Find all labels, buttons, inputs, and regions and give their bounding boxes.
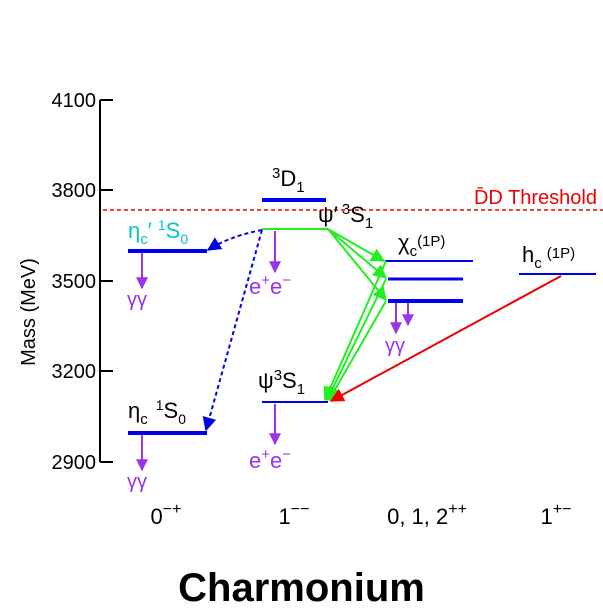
label-eta-c: ηc1S0 [128,397,186,428]
e1-transition [326,278,387,402]
label-d-wave: 3D1 [272,165,305,196]
decay-label-ee: e+e− [249,272,291,299]
column-label: 0, 1, 2++ [387,501,467,529]
dashed-transition [206,229,263,251]
label-eta-c-prime: ηc′ 1S0 [128,217,188,248]
decay-label-ee: e+e− [249,446,291,473]
column-label: 0−+ [151,501,182,529]
column-label: 1−− [279,501,310,529]
label-h-c: hc(1P) [522,242,575,272]
decay-label-gamma: γγ [385,335,405,357]
label-psi-prime: ψ′ 3S1 [318,201,373,232]
tick-label: 3800 [52,180,97,202]
column-label: 1+− [541,501,572,529]
e1-transition [327,228,388,279]
e1-transition [327,228,386,262]
charmonium-diagram: 4100 3800 3500 3200 2900 Mass (MeV) D̄D … [18,90,603,529]
dashed-transition [202,229,263,432]
transitions [202,228,562,432]
threshold-label: D̄D Threshold [474,186,597,209]
label-jpsi: ψ3S1 [258,367,305,398]
e1-transition [328,300,387,402]
tick-label: 3500 [52,271,97,293]
radiative-transition [329,275,562,402]
tick-label: 2900 [52,452,97,474]
e1-transition [323,260,387,402]
decay-label-gamma: γγ [127,289,147,311]
threshold: D̄D Threshold [103,186,603,211]
decay-label-gamma: γγ [127,471,147,493]
page-title: Charmonium [178,566,425,610]
mass-axis: 4100 3800 3500 3200 2900 Mass (MeV) [18,90,113,474]
e1-transition [327,228,387,302]
energy-levels [128,198,596,435]
tick-label: 3200 [52,361,97,383]
axis-label: Mass (MeV) [18,258,40,366]
label-chi-c: χc(1P) [398,230,445,260]
tick-label: 4100 [52,90,97,112]
decay-arrows [136,231,414,472]
